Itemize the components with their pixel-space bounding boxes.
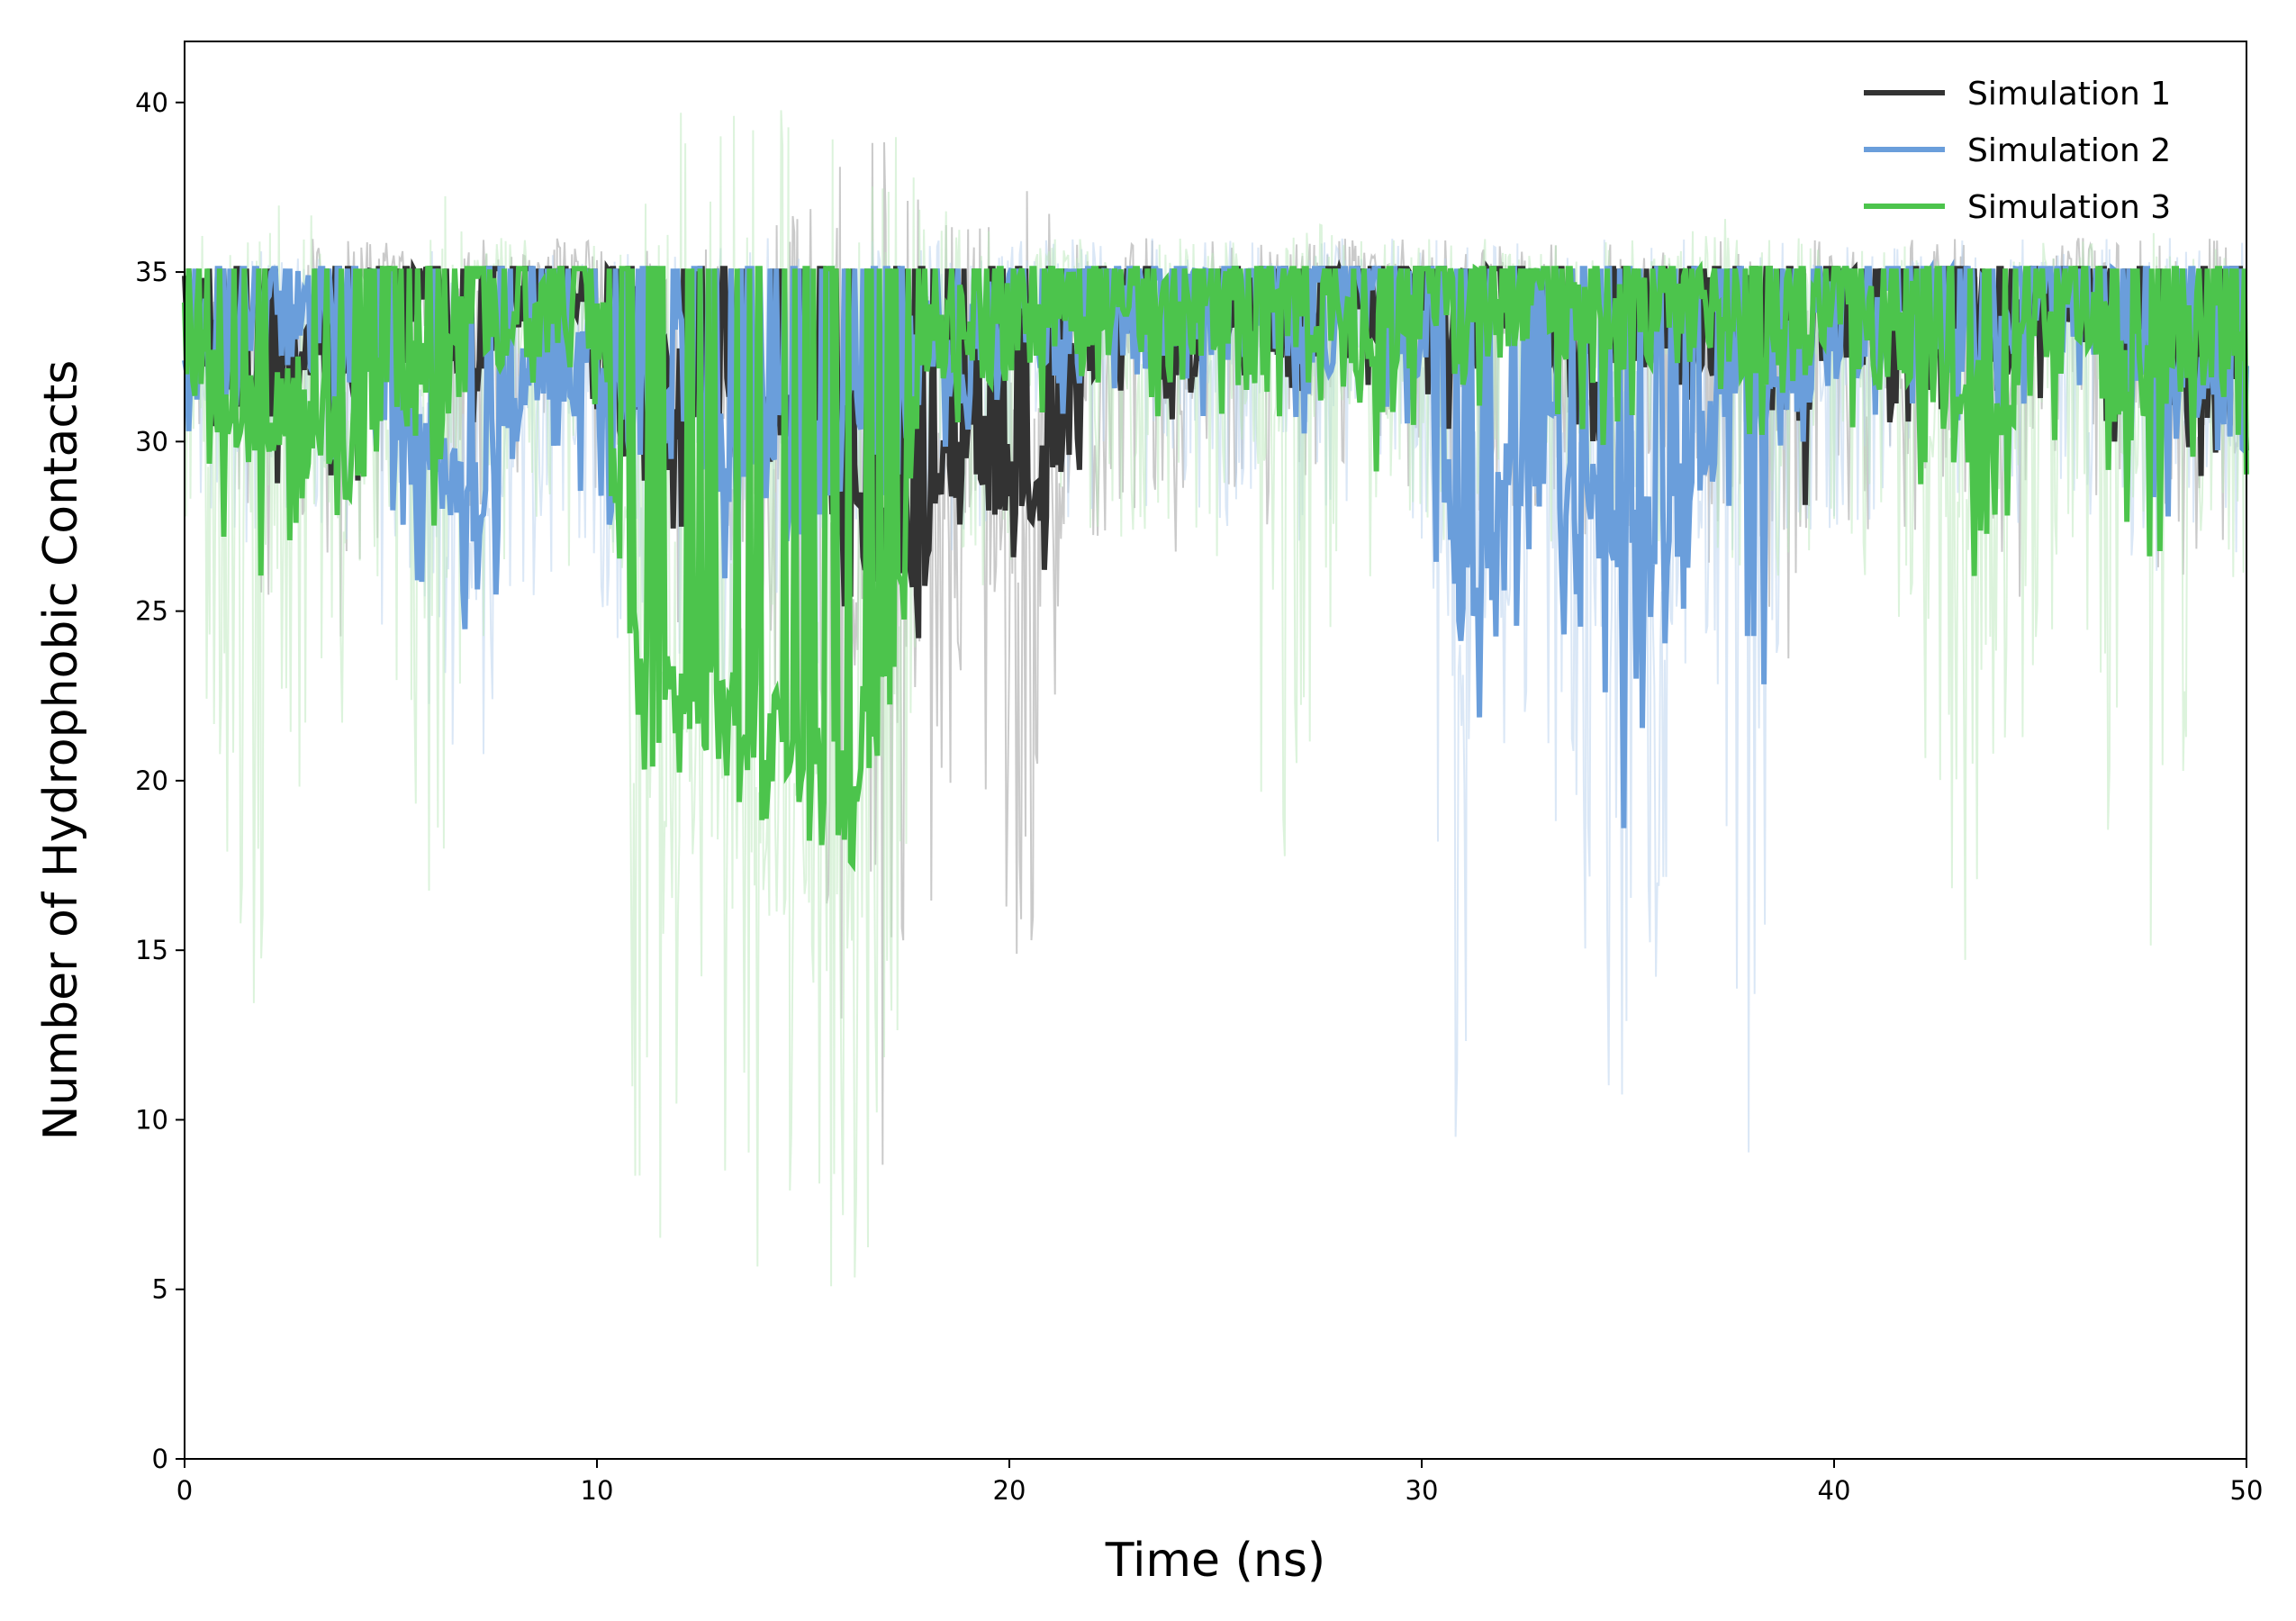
y-tick-label: 25	[135, 596, 168, 627]
smoothed-series-layer	[182, 258, 2249, 873]
legend: Simulation 1 Simulation 2 Simulation 3	[1864, 76, 2171, 226]
x-tick-label: 40	[1818, 1475, 1851, 1506]
plot-frame	[184, 41, 2247, 1460]
legend-label-series-1: Simulation 1	[1967, 76, 2171, 113]
x-tick-label: 10	[581, 1475, 614, 1506]
y-tick-label: 30	[135, 426, 168, 457]
x-tick-label: 50	[2230, 1475, 2264, 1506]
y-axis-ticks: 0 5 10 15 20 25 30 35 40	[135, 87, 185, 1474]
y-tick-label: 5	[152, 1274, 168, 1305]
x-axis-label: Time (ns)	[1105, 1534, 1325, 1588]
y-tick-label: 0	[152, 1444, 168, 1474]
x-tick-label: 20	[993, 1475, 1026, 1506]
y-tick-label: 10	[135, 1104, 168, 1135]
x-tick-label: 30	[1406, 1475, 1439, 1506]
x-tick-label: 0	[176, 1475, 193, 1506]
legend-label-series-2: Simulation 2	[1967, 132, 2171, 169]
y-axis-label: Number of Hydrophobic Contacts	[34, 360, 88, 1141]
series-3-line	[182, 260, 2249, 873]
y-tick-label: 40	[135, 87, 168, 118]
y-tick-label: 35	[135, 257, 168, 287]
y-tick-label: 15	[135, 935, 168, 965]
x-axis-ticks: 0 10 20 30 40 50	[176, 1459, 2264, 1506]
legend-label-series-3: Simulation 3	[1967, 189, 2171, 226]
y-tick-label: 20	[135, 765, 168, 796]
